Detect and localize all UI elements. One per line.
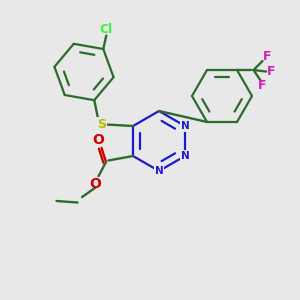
Text: N: N bbox=[181, 151, 189, 161]
Text: O: O bbox=[93, 134, 104, 147]
Text: N: N bbox=[154, 166, 164, 176]
Text: O: O bbox=[90, 177, 101, 191]
Text: F: F bbox=[267, 65, 276, 78]
Text: N: N bbox=[181, 121, 189, 131]
Text: F: F bbox=[263, 50, 271, 63]
Text: S: S bbox=[97, 118, 106, 131]
Text: F: F bbox=[258, 79, 267, 92]
Text: Cl: Cl bbox=[100, 23, 113, 36]
